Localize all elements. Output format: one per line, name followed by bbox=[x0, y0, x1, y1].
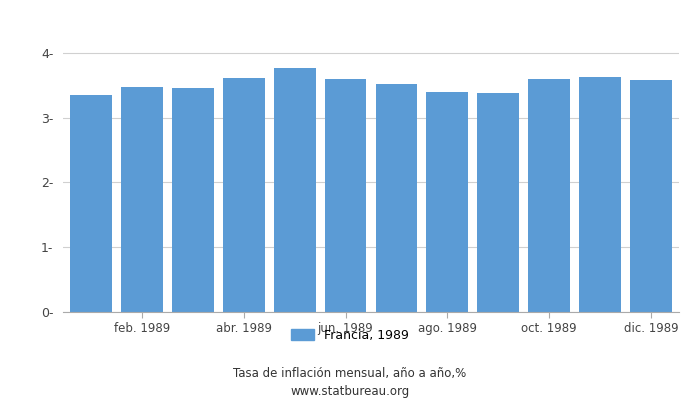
Bar bbox=[121, 87, 163, 312]
Text: www.statbureau.org: www.statbureau.org bbox=[290, 385, 410, 398]
Bar bbox=[70, 95, 112, 312]
Bar bbox=[477, 93, 519, 312]
Bar bbox=[630, 80, 672, 312]
Text: Tasa de inflación mensual, año a año,%: Tasa de inflación mensual, año a año,% bbox=[233, 368, 467, 380]
Bar bbox=[579, 77, 621, 312]
Bar bbox=[376, 84, 417, 312]
Bar bbox=[172, 88, 214, 312]
Bar bbox=[274, 68, 316, 312]
Bar bbox=[426, 92, 468, 312]
Bar bbox=[223, 78, 265, 312]
Bar bbox=[528, 79, 570, 312]
Bar bbox=[325, 79, 366, 312]
Legend: Francia, 1989: Francia, 1989 bbox=[291, 329, 409, 342]
